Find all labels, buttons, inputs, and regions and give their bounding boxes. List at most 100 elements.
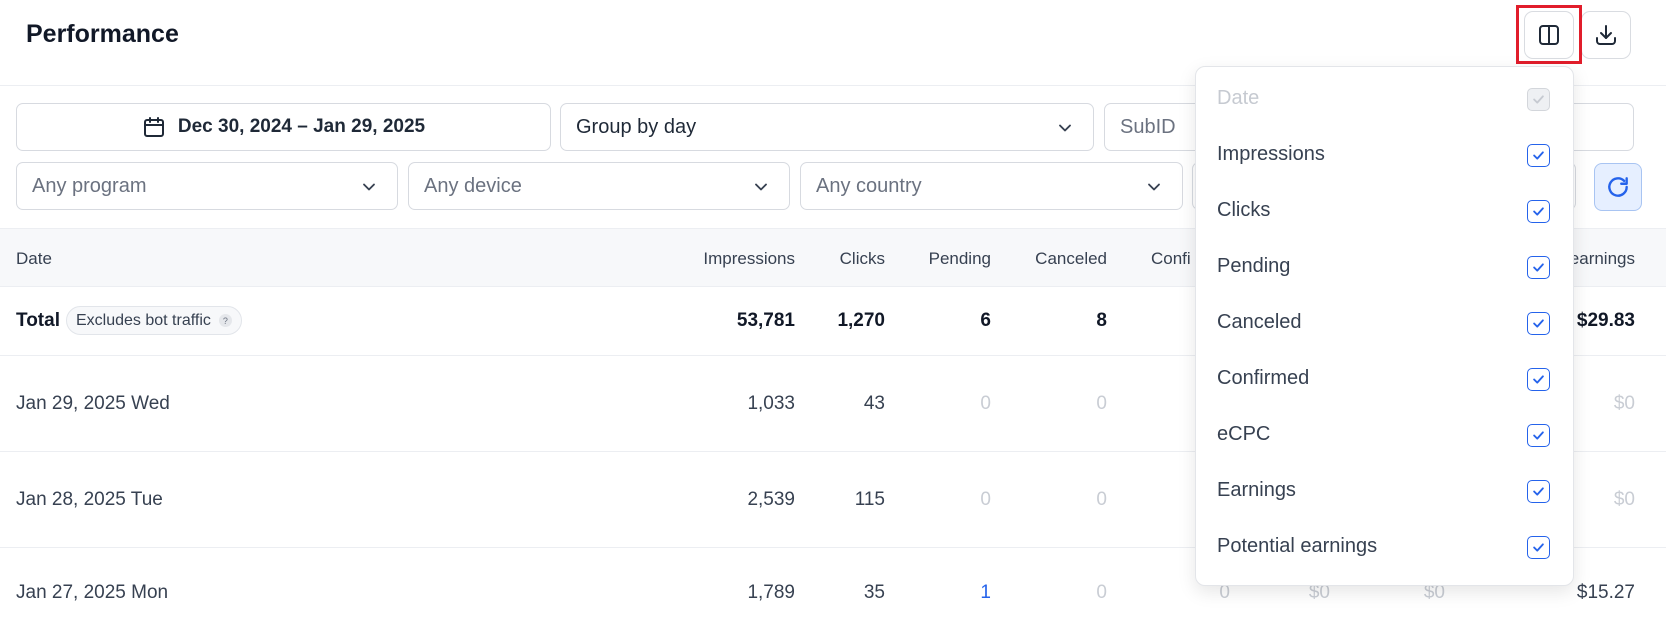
checkbox[interactable] — [1527, 312, 1550, 335]
total-canceled: 8 — [1096, 310, 1107, 331]
column-option-label: Pending — [1217, 255, 1291, 277]
refresh-button[interactable] — [1594, 163, 1642, 211]
check-icon — [1533, 263, 1544, 272]
column-header-impressions[interactable]: Impressions — [703, 249, 795, 268]
column-option-label: Earnings — [1217, 479, 1296, 501]
subid-placeholder: SubID — [1120, 115, 1176, 138]
column-option-date: Date — [1196, 79, 1575, 119]
help-icon[interactable]: ? — [218, 314, 232, 327]
bot-traffic-label: Excludes bot traffic — [76, 311, 211, 329]
row-canceled: 0 — [1096, 489, 1107, 510]
row-earnings: $0 — [1613, 393, 1635, 414]
row-pending-link[interactable]: 1 — [980, 582, 991, 603]
table-row[interactable]: Jan 29, 2025 Wed 1,033 43 0 0 $0 — [0, 356, 1666, 452]
checkbox-disabled — [1527, 88, 1550, 111]
column-option-label: Potential earnings — [1217, 535, 1378, 557]
checkbox[interactable] — [1527, 368, 1550, 391]
checkbox[interactable] — [1527, 200, 1550, 223]
row-impressions: 2,539 — [747, 489, 795, 510]
column-option-label: Impressions — [1217, 143, 1325, 165]
check-icon — [1533, 431, 1544, 440]
bot-traffic-badge: Excludes bot traffic ? — [66, 306, 242, 335]
check-icon — [1533, 151, 1544, 160]
chevron-down-icon — [1148, 183, 1160, 191]
column-option-label: Date — [1217, 87, 1260, 109]
device-placeholder: Any device — [424, 174, 522, 197]
column-option-label: Clicks — [1217, 199, 1271, 221]
table-row[interactable]: Jan 27, 2025 Mon 1,789 35 1 0 0 $0 $0 $1… — [0, 548, 1666, 623]
check-icon — [1533, 375, 1544, 384]
column-option-clicks[interactable]: Clicks — [1196, 191, 1575, 231]
row-confirmed: 0 — [1219, 582, 1230, 603]
chevron-down-icon — [1059, 124, 1071, 132]
calendar-icon — [142, 115, 166, 139]
column-option-canceled[interactable]: Canceled — [1196, 303, 1575, 343]
column-option-confirmed[interactable]: Confirmed — [1196, 359, 1575, 399]
total-earnings: $29.83 — [1576, 310, 1635, 331]
highlight-box — [1516, 5, 1582, 64]
columns-icon — [1539, 25, 1559, 45]
column-option-potential-earnings[interactable]: Potential earnings — [1196, 527, 1575, 567]
date-range-value: Dec 30, 2024 – Jan 29, 2025 — [177, 116, 426, 137]
refresh-icon — [1608, 177, 1628, 197]
column-option-impressions[interactable]: Impressions — [1196, 135, 1575, 175]
column-option-label: Confirmed — [1217, 367, 1310, 389]
column-option-ecpc[interactable]: eCPC — [1196, 415, 1575, 455]
row-clicks: 115 — [854, 489, 885, 510]
row-earnings: $15.27 — [1576, 582, 1635, 603]
row-impressions: 1,033 — [747, 393, 795, 414]
checkbox[interactable] — [1527, 424, 1550, 447]
row-date: Jan 28, 2025 Tue — [16, 489, 163, 510]
column-header-canceled[interactable]: Canceled — [1035, 249, 1107, 268]
row-clicks: 35 — [863, 582, 885, 603]
total-clicks: 1,270 — [837, 310, 885, 331]
chevron-down-icon — [363, 183, 375, 191]
column-option-earnings[interactable]: Earnings — [1196, 471, 1575, 511]
total-label: Total — [16, 310, 60, 331]
checkbox[interactable] — [1527, 536, 1550, 559]
page-header: Performance — [0, 0, 1666, 86]
row-date: Jan 27, 2025 Mon — [16, 582, 169, 603]
check-icon — [1533, 487, 1544, 496]
row-clicks: 43 — [863, 393, 885, 414]
checkbox[interactable] — [1527, 256, 1550, 279]
columns-toggle-button[interactable] — [1524, 11, 1574, 59]
device-select[interactable]: Any device — [408, 162, 790, 210]
checkbox[interactable] — [1527, 480, 1550, 503]
country-select[interactable]: Any country — [800, 162, 1183, 210]
row-potential-earnings: $0 — [1423, 582, 1445, 603]
group-by-value: Group by day — [576, 115, 697, 138]
check-icon — [1533, 319, 1544, 328]
row-canceled: 0 — [1096, 393, 1107, 414]
date-range-picker[interactable]: Dec 30, 2024 – Jan 29, 2025 — [16, 103, 551, 151]
program-select[interactable]: Any program — [16, 162, 398, 210]
download-icon — [1596, 25, 1616, 45]
row-pending: 0 — [980, 393, 991, 414]
check-icon — [1533, 95, 1544, 104]
table-row[interactable]: Jan 28, 2025 Tue 2,539 115 0 0 $0 — [0, 452, 1666, 548]
total-impressions: 53,781 — [736, 310, 795, 331]
check-icon — [1533, 543, 1544, 552]
column-header-date[interactable]: Date — [16, 249, 52, 268]
column-header-earnings[interactable]: earnings — [1569, 249, 1635, 268]
row-ecpc: $0 — [1308, 582, 1330, 603]
row-earnings: $0 — [1613, 489, 1635, 510]
chevron-down-icon — [755, 183, 767, 191]
column-header-clicks[interactable]: Clicks — [839, 249, 885, 268]
checkbox[interactable] — [1527, 144, 1550, 167]
row-pending: 0 — [980, 489, 991, 510]
row-date: Jan 29, 2025 Wed — [16, 393, 170, 414]
group-by-select[interactable]: Group by day — [560, 103, 1094, 151]
total-pending: 6 — [980, 310, 991, 331]
column-header-confirmed[interactable]: Confi — [1151, 249, 1191, 268]
column-option-label: Canceled — [1217, 311, 1302, 333]
country-placeholder: Any country — [816, 174, 922, 197]
row-canceled: 0 — [1096, 582, 1107, 603]
check-icon — [1533, 207, 1544, 216]
column-option-pending[interactable]: Pending — [1196, 247, 1575, 287]
column-visibility-menu: Date Impressions Clicks Pending Canceled… — [1195, 66, 1574, 586]
row-impressions: 1,789 — [747, 582, 795, 603]
column-header-pending[interactable]: Pending — [928, 249, 991, 268]
download-button[interactable] — [1581, 11, 1631, 59]
total-row: Total Excludes bot traffic ? 53,781 1,27… — [0, 287, 1666, 356]
